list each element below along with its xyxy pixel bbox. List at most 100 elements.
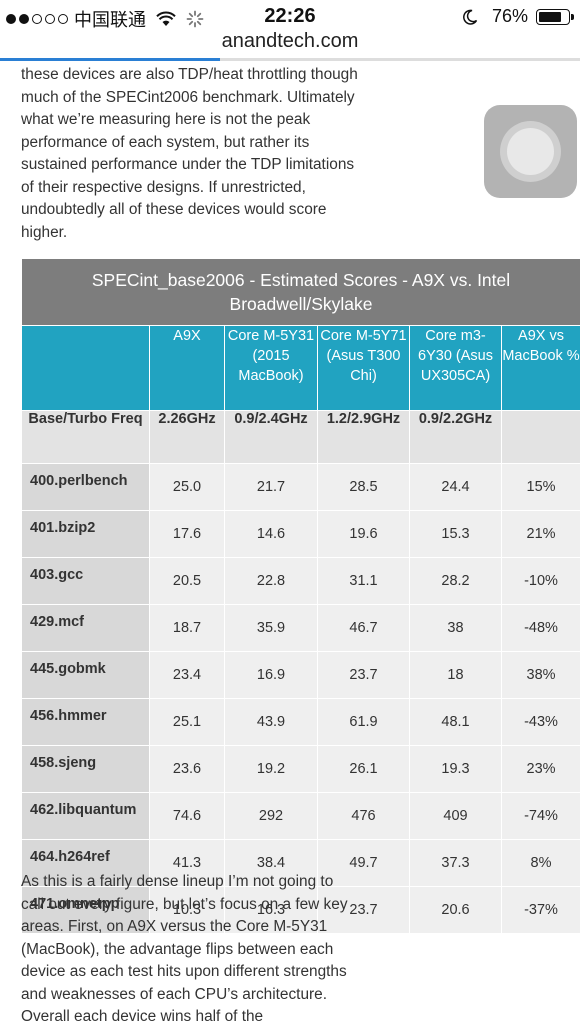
score-cell: 23.7 [317, 886, 410, 934]
score-cell: 43.9 [224, 698, 318, 746]
table-row: 458.sjeng 23.6 19.2 26.1 19.3 23% [21, 745, 580, 793]
assistive-touch-center [507, 128, 554, 175]
signal-dot [58, 14, 68, 24]
benchmark-name: 471.omnetpp [21, 886, 150, 934]
freq-cell: 0.9/2.2GHz [409, 410, 502, 464]
score-cell: 46.7 [317, 604, 410, 652]
score-cell: 49.7 [317, 839, 410, 887]
score-cell: 16.3 [224, 886, 318, 934]
score-cell: 8% [500, 839, 580, 887]
column-header: Core M-5Y31 (2015 MacBook) [224, 325, 318, 411]
signal-dot [32, 14, 42, 24]
table-header-row: A9X Core M-5Y31 (2015 MacBook) Core M-5Y71… [21, 325, 580, 411]
freq-cell: 0.9/2.4GHz [224, 410, 318, 464]
score-cell: -37% [500, 886, 580, 934]
freq-cell: 2.26GHz [149, 410, 225, 464]
page-load-progress-fill [0, 58, 221, 61]
benchmark-name: 429.mcf [21, 604, 150, 652]
score-cell: 23.4 [149, 651, 225, 699]
score-cell: 26.1 [317, 745, 410, 793]
benchmark-name: 462.libquantum [21, 792, 150, 840]
score-cell: 41.3 [149, 839, 225, 887]
table-title: SPECint_base2006 - Estimated Scores - A9… [20, 258, 580, 326]
score-cell: -74% [500, 792, 580, 840]
column-header [21, 325, 150, 411]
score-cell: 23.6 [149, 745, 225, 793]
carrier-name: 中国联通 [74, 10, 146, 30]
score-cell: 48.1 [409, 698, 502, 746]
score-cell: 18.7 [149, 604, 225, 652]
score-cell: 292 [224, 792, 318, 840]
score-cell: -48% [500, 604, 580, 652]
score-cell: 18 [409, 651, 502, 699]
table-body: Base/Turbo Freq 2.26GHz 0.9/2.4GHz 1.2/2.9G… [21, 410, 580, 934]
signal-dot [19, 14, 29, 24]
signal-dot [45, 14, 55, 24]
score-cell: -10% [500, 557, 580, 605]
row-label: Base/Turbo Freq [21, 410, 150, 464]
score-cell: 35.9 [224, 604, 318, 652]
status-left: 中国联通 [6, 6, 204, 32]
table-row: 471.omnetpp 10.3 16.3 23.7 20.6 -37% [21, 886, 580, 934]
benchmark-name: 458.sjeng [21, 745, 150, 793]
column-header: A9X vs MacBook % [500, 325, 580, 411]
column-header: A9X [149, 325, 225, 411]
benchmark-name: 403.gcc [21, 557, 150, 605]
article-paragraph-top: these devices are also TDP/heat throttli… [21, 66, 358, 241]
score-cell: 31.1 [317, 557, 410, 605]
score-cell: 21.7 [224, 463, 318, 511]
score-cell: 10.3 [149, 886, 225, 934]
score-cell: 16.9 [224, 651, 318, 699]
signal-dot [6, 14, 16, 24]
freq-cell: 1.2/2.9GHz [317, 410, 410, 464]
score-cell: 23% [500, 745, 580, 793]
score-cell: 20.5 [149, 557, 225, 605]
spec-score-table: SPECint_base2006 - Estimated Scores - A9… [20, 258, 580, 934]
page-load-progress [0, 58, 580, 61]
status-bar: 中国联通 22:26 76% [0, 0, 580, 34]
table-row: 400.perlbench 25.0 21.7 28.5 24.4 15% [21, 463, 580, 511]
score-cell: 23.7 [317, 651, 410, 699]
table-row: 445.gobmk 23.4 16.9 23.7 18 38% [21, 651, 580, 699]
column-header: Core M-5Y71 (Asus T300 Chi) [317, 325, 410, 411]
clock: 22:26 [264, 5, 316, 27]
score-cell: 38 [409, 604, 502, 652]
article-paragraph-bottom: As this is a fairly dense lineup I’m not… [21, 873, 348, 1025]
frequency-row: Base/Turbo Freq 2.26GHz 0.9/2.4GHz 1.2/2.9G… [21, 410, 580, 464]
wifi-icon [156, 11, 176, 26]
url-text[interactable]: anandtech.com [221, 30, 359, 52]
score-cell: 476 [317, 792, 410, 840]
score-cell: 19.3 [409, 745, 502, 793]
table-row: 462.libquantum 74.6 292 476 409 -74% [21, 792, 580, 840]
score-cell: 61.9 [317, 698, 410, 746]
score-cell: 38% [500, 651, 580, 699]
score-cell: -43% [500, 698, 580, 746]
score-cell: 25.1 [149, 698, 225, 746]
address-bar[interactable]: anandtech.com [0, 30, 580, 60]
score-cell: 25.0 [149, 463, 225, 511]
freq-cell [500, 410, 580, 464]
status-right: 76% [462, 6, 574, 27]
table-row: 464.h264ref 41.3 38.4 49.7 37.3 8% [21, 839, 580, 887]
benchmark-name: 400.perlbench [21, 463, 150, 511]
score-cell: 20.6 [409, 886, 502, 934]
battery-icon [536, 8, 574, 25]
score-cell: 19.6 [317, 510, 410, 558]
assistive-touch-button[interactable] [484, 105, 577, 198]
score-cell: 22.8 [224, 557, 318, 605]
table-row: 401.bzip2 17.6 14.6 19.6 15.3 21% [21, 510, 580, 558]
score-cell: 74.6 [149, 792, 225, 840]
activity-spinner-icon [186, 10, 204, 28]
score-cell: 28.5 [317, 463, 410, 511]
benchmark-name: 445.gobmk [21, 651, 150, 699]
score-cell: 21% [500, 510, 580, 558]
benchmark-name: 401.bzip2 [21, 510, 150, 558]
score-cell: 28.2 [409, 557, 502, 605]
column-header: Core m3-6Y30 (Asus UX305CA) [409, 325, 502, 411]
score-cell: 37.3 [409, 839, 502, 887]
benchmark-name: 464.h264ref [21, 839, 150, 887]
do-not-disturb-moon-icon [463, 9, 478, 25]
score-cell: 17.6 [149, 510, 225, 558]
benchmark-name: 456.hmmer [21, 698, 150, 746]
table-row: 403.gcc 20.5 22.8 31.1 28.2 -10% [21, 557, 580, 605]
